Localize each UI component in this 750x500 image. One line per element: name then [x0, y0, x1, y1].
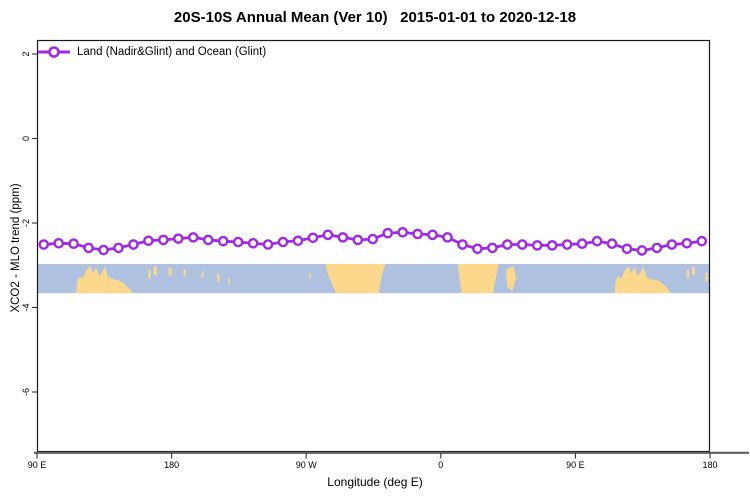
data-point — [681, 237, 693, 249]
map-island-speck — [228, 278, 230, 285]
x-tick-label: 0 — [438, 460, 443, 470]
data-point — [621, 243, 633, 255]
data-point — [591, 235, 603, 247]
data-point — [472, 243, 483, 255]
data-point — [531, 240, 543, 251]
x-tick-label: 90 E — [566, 460, 585, 470]
data-point — [53, 237, 64, 249]
data-point — [546, 240, 558, 251]
data-point — [651, 242, 663, 254]
data-point — [217, 235, 229, 247]
map-island-speck — [148, 269, 151, 279]
data-point — [337, 232, 349, 243]
legend-label: Land (Nadir&Glint) and Ocean (Glint) — [77, 46, 267, 58]
data-point — [367, 233, 379, 245]
data-point — [457, 239, 468, 250]
y-tick-label: -6 — [21, 388, 31, 396]
data-point — [397, 226, 408, 238]
y-axis-label: XCO2 - MLO trend (ppm) — [10, 183, 22, 313]
data-point — [502, 239, 513, 250]
map-land-south-america — [325, 264, 386, 294]
y-tick-label: -2 — [21, 219, 31, 227]
map-island-speck — [686, 269, 690, 279]
x-tick-label: 90 W — [296, 460, 318, 470]
data-point — [113, 242, 124, 254]
x-tick-label: 180 — [164, 460, 179, 470]
data-point — [68, 238, 79, 250]
chart-title: 20S-10S Annual Mean (Ver 10) 2015-01-01 … — [173, 9, 577, 26]
map-land-australia-new-guinea-wrap — [614, 266, 672, 294]
map-island-speck — [153, 266, 157, 276]
data-point — [83, 242, 94, 254]
y-tick-label: -4 — [21, 303, 31, 311]
data-point — [307, 232, 319, 244]
legend-marker-sample — [48, 46, 60, 58]
data-point — [38, 239, 50, 250]
y-tick-label: 0 — [21, 136, 31, 141]
x-axis-label: Longitude (deg E) — [327, 475, 423, 489]
data-point — [202, 234, 214, 246]
data-point — [561, 239, 573, 250]
data-point — [247, 237, 259, 249]
data-point — [143, 235, 154, 247]
map-island-speck — [692, 266, 696, 276]
data-point — [696, 235, 708, 247]
map-land-africa — [458, 264, 499, 294]
data-point — [322, 229, 334, 241]
data-point — [352, 234, 364, 246]
data-point — [666, 239, 678, 250]
data-point — [427, 229, 438, 241]
data-point — [277, 236, 289, 248]
data-point — [517, 239, 528, 250]
data-point — [292, 235, 304, 247]
map-island-speck — [217, 274, 220, 283]
data-point — [173, 233, 184, 244]
data-point — [606, 238, 618, 250]
y-tick-label: 2 — [21, 51, 31, 56]
data-point — [487, 242, 498, 254]
data-point — [382, 227, 394, 239]
map-land-australia-new-guinea — [75, 266, 133, 294]
map-island-speck — [705, 272, 708, 282]
data-point — [158, 234, 169, 246]
map-island-speck — [183, 269, 186, 277]
data-point — [442, 232, 453, 243]
data-point — [232, 236, 244, 248]
x-tick-label: 180 — [702, 460, 717, 470]
data-point — [187, 232, 199, 243]
data-point — [128, 239, 139, 250]
plot-border — [36, 39, 711, 453]
data-point — [98, 244, 109, 256]
data-point — [412, 228, 423, 240]
map-island-speck — [168, 267, 172, 276]
map-island-speck — [309, 272, 311, 279]
data-point — [636, 245, 648, 256]
x-tick-label: 90 E — [28, 460, 47, 470]
data-point — [262, 239, 274, 250]
map-land-madagascar — [505, 266, 517, 291]
data-point — [576, 238, 588, 250]
map-island-speck — [201, 271, 204, 278]
